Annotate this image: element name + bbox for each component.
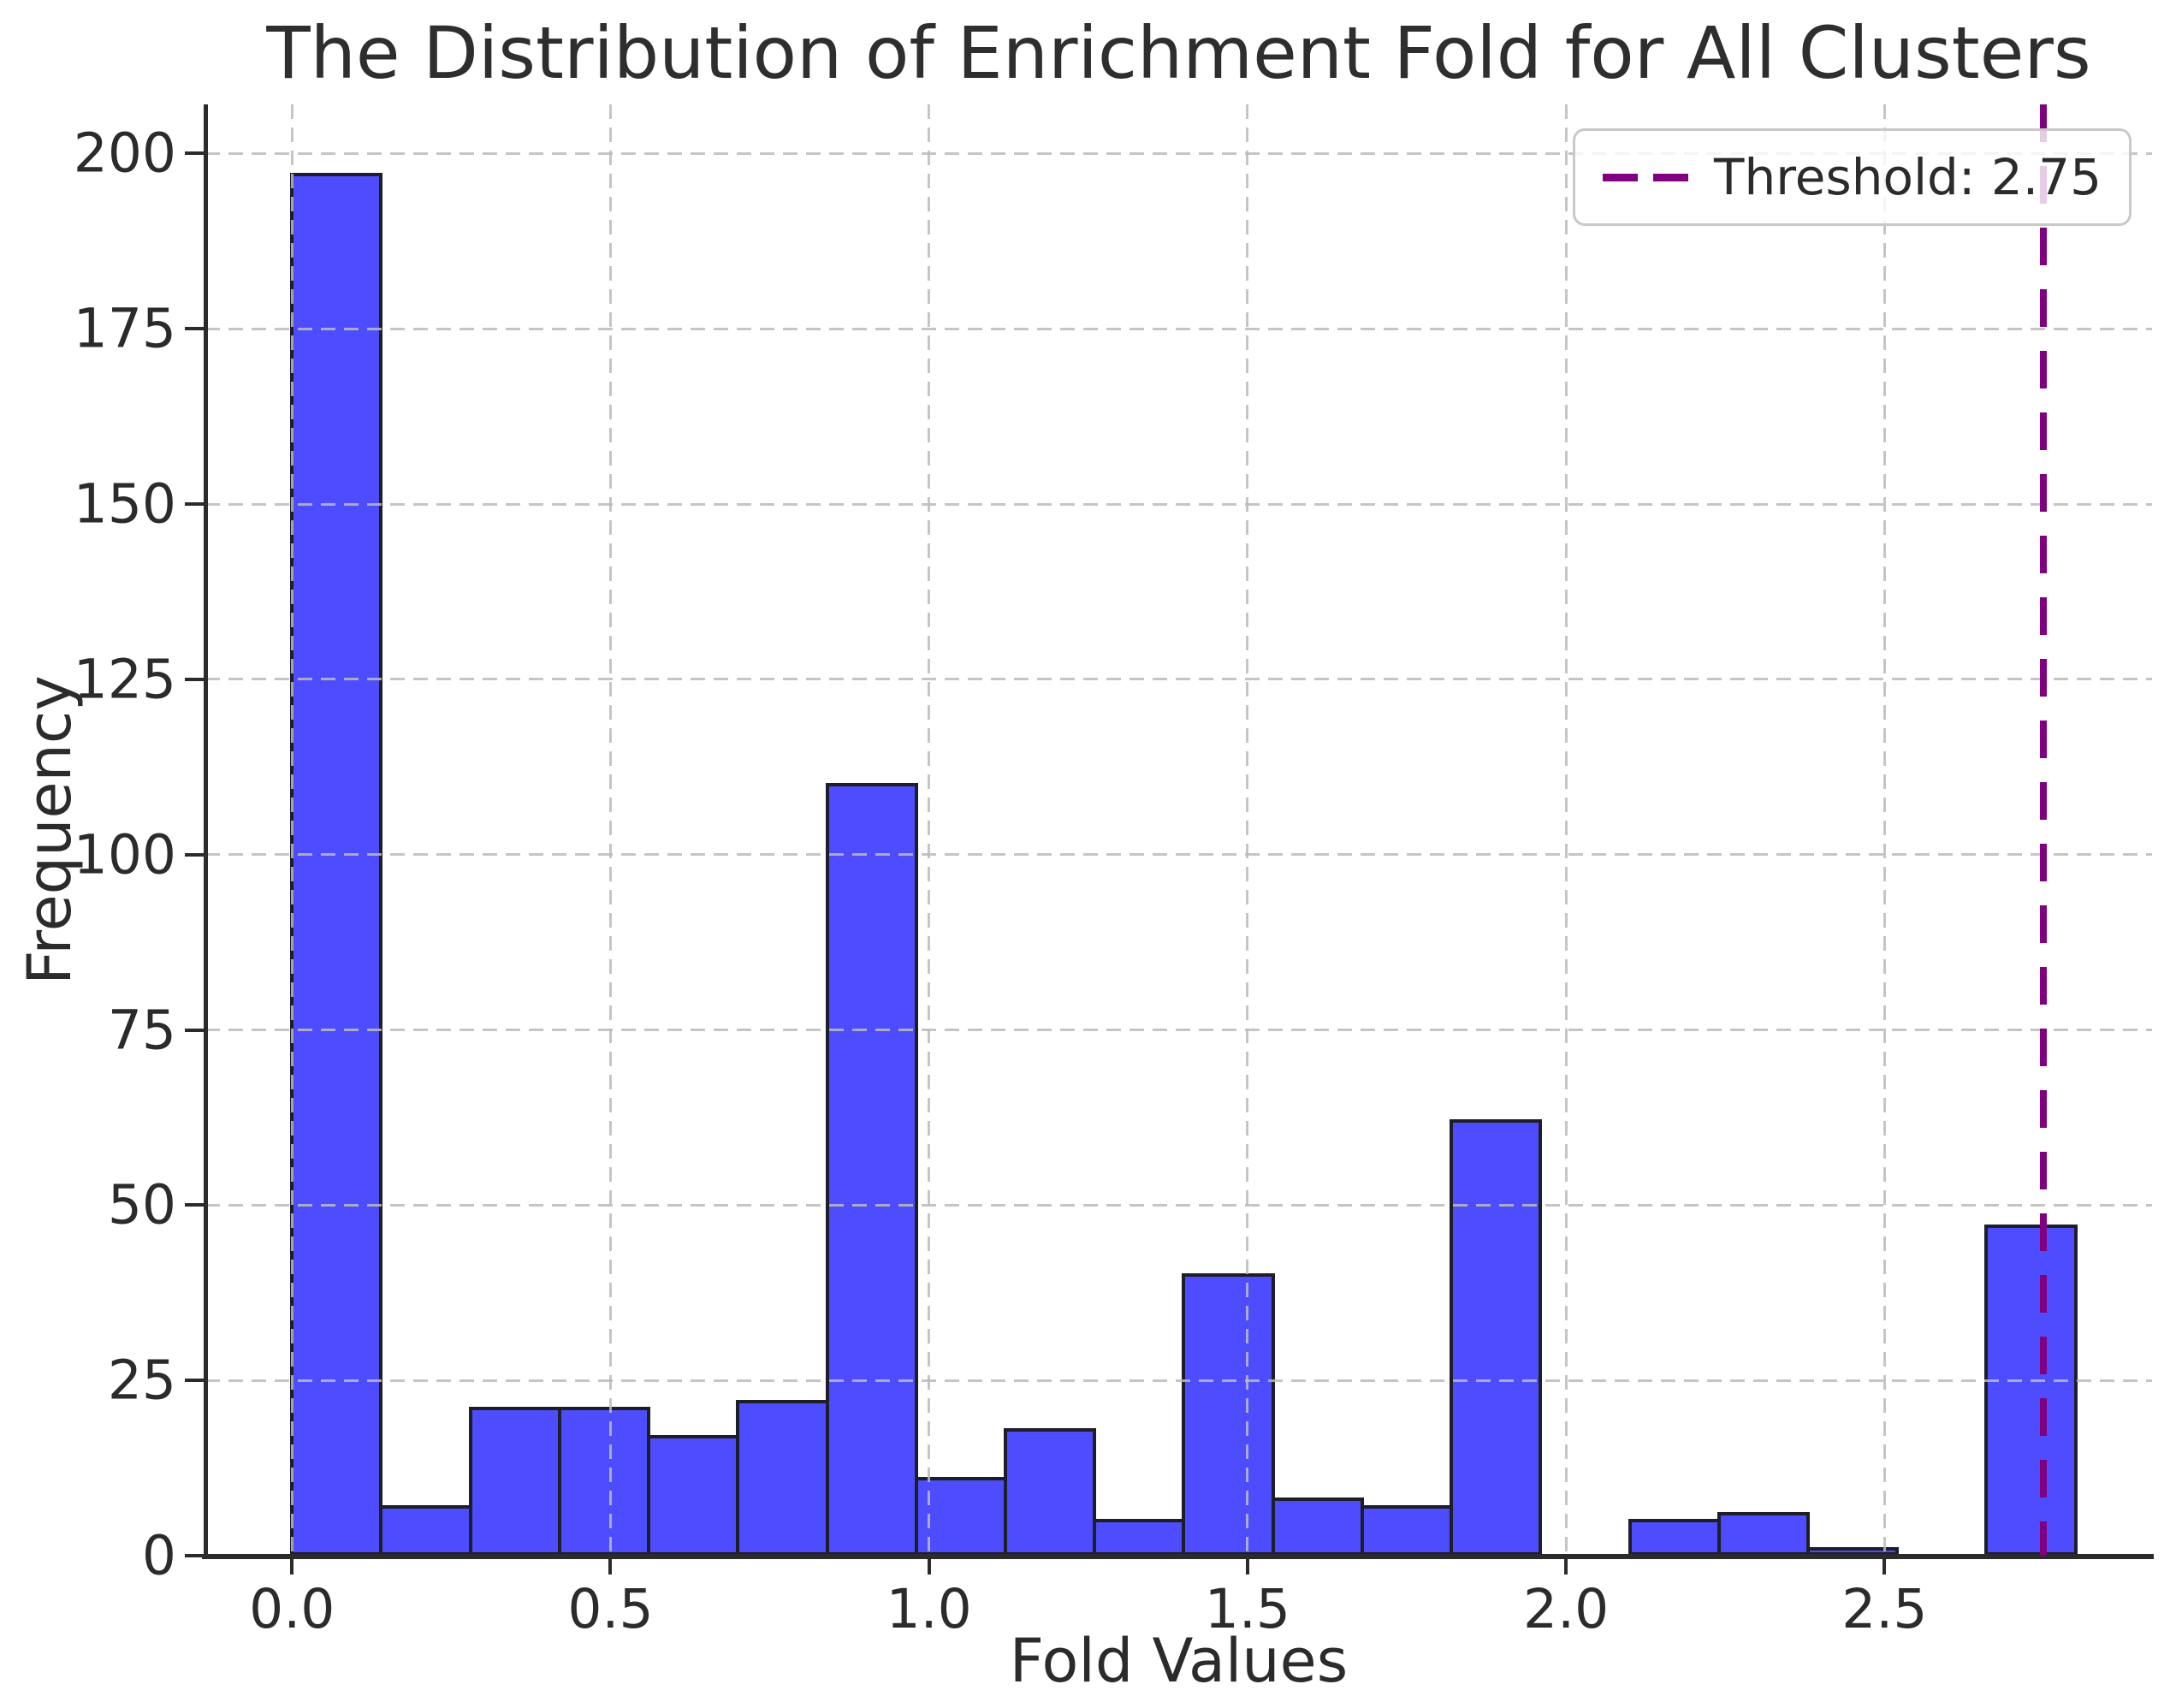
plot-area: Threshold: 2.75 xyxy=(185,104,2154,1575)
chart-title: The Distribution of Enrichment Fold for … xyxy=(266,11,2091,95)
histogram-bar xyxy=(1716,1511,1810,1556)
y-tick-mark xyxy=(185,502,205,506)
legend-dashed-line-sample xyxy=(1603,173,1689,181)
x-tick-label: 0.5 xyxy=(567,1578,654,1640)
gridline-horizontal xyxy=(205,1203,2152,1207)
bars-layer xyxy=(205,104,2152,1556)
y-tick-label: 0 xyxy=(141,1524,176,1587)
x-tick-mark xyxy=(927,1556,931,1575)
y-tick-label: 200 xyxy=(73,122,176,185)
gridline-vertical xyxy=(1246,104,1249,1556)
gridline-vertical xyxy=(1883,104,1886,1556)
x-tick-label: 2.5 xyxy=(1841,1578,1928,1640)
histogram-bar xyxy=(379,1504,472,1556)
gridline-horizontal xyxy=(205,502,2152,506)
gridline-vertical xyxy=(928,104,931,1556)
gridline-horizontal xyxy=(205,853,2152,857)
gridline-horizontal xyxy=(205,1379,2152,1382)
y-tick-mark xyxy=(185,852,205,857)
histogram-bar xyxy=(1806,1546,1900,1556)
histogram-bar xyxy=(1004,1427,1097,1556)
y-tick-label: 75 xyxy=(107,999,176,1061)
y-tick-mark xyxy=(185,1554,205,1557)
x-axis-spine xyxy=(202,1554,2154,1559)
y-tick-label: 175 xyxy=(73,297,176,360)
y-tick-label: 100 xyxy=(73,823,176,887)
histogram-bar xyxy=(825,782,918,1556)
y-tick-label: 50 xyxy=(107,1173,176,1237)
legend-label: Threshold: 2.75 xyxy=(1714,148,2102,206)
x-axis-label: Fold Values xyxy=(1009,1626,1349,1696)
y-tick-mark xyxy=(185,151,205,156)
histogram-bar xyxy=(1450,1119,1543,1556)
x-tick-mark xyxy=(1883,1556,1887,1575)
x-tick-mark xyxy=(1564,1556,1568,1575)
x-tick-label: 0.0 xyxy=(249,1578,335,1640)
y-tick-label: 125 xyxy=(73,648,176,711)
tick-layer xyxy=(185,104,2152,1575)
legend: Threshold: 2.75 xyxy=(1573,128,2132,226)
x-tick-mark xyxy=(608,1556,613,1575)
gridline-horizontal xyxy=(205,327,2152,330)
y-tick-mark xyxy=(185,1028,205,1032)
gridline-horizontal xyxy=(205,151,2152,155)
y-tick-mark xyxy=(185,327,205,331)
grid-layer xyxy=(205,104,2152,1556)
histogram-bar xyxy=(647,1434,740,1556)
gridline-vertical xyxy=(290,104,293,1556)
gridline-vertical xyxy=(1564,104,1568,1556)
y-tick-label: 25 xyxy=(107,1349,176,1412)
y-tick-label: 150 xyxy=(73,472,176,536)
gridline-horizontal xyxy=(205,678,2152,681)
histogram-bar xyxy=(1271,1497,1364,1556)
x-tick-label: 2.0 xyxy=(1523,1578,1610,1640)
threshold-line xyxy=(2040,104,2048,1556)
x-tick-mark xyxy=(290,1556,294,1575)
gridline-horizontal xyxy=(205,1029,2152,1031)
y-tick-mark xyxy=(185,1203,205,1207)
y-axis-spine xyxy=(204,104,208,1559)
y-tick-mark xyxy=(185,1379,205,1383)
x-tick-label: 1.5 xyxy=(1204,1578,1290,1640)
gridline-vertical xyxy=(608,104,612,1556)
histogram-bar xyxy=(1182,1273,1275,1556)
y-tick-mark xyxy=(185,677,205,681)
x-tick-mark xyxy=(1245,1556,1249,1575)
x-tick-label: 1.0 xyxy=(886,1578,972,1640)
histogram-bar xyxy=(468,1406,561,1556)
histogram-bar xyxy=(1093,1519,1186,1556)
histogram-bar xyxy=(1984,1224,2078,1556)
